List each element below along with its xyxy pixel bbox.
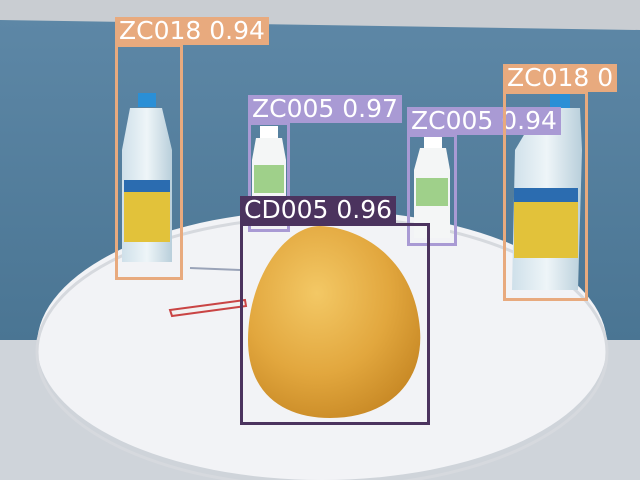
small-bottle-right — [414, 136, 450, 238]
detection-label: ZC005 0.94 — [407, 107, 561, 135]
table-mark — [189, 267, 241, 271]
pomelo-fruit — [248, 226, 421, 418]
detection-label: ZC018 0.94 — [115, 17, 269, 45]
pen — [168, 298, 248, 318]
detection-label: ZC018 0 — [503, 64, 618, 92]
water-bottle-left — [122, 93, 172, 262]
detection-box-cd005: CD005 0.96 — [240, 196, 430, 425]
detection-box-zc018-right: ZC018 0 — [503, 64, 618, 301]
detection-box-zc005-right: ZC005 0.94 — [407, 107, 561, 246]
water-bottle-right — [512, 94, 582, 290]
detection-box-zc005-left: ZC005 0.97 — [248, 95, 402, 232]
detection-label: CD005 0.96 — [240, 196, 397, 224]
detection-label: ZC005 0.97 — [248, 95, 402, 123]
detection-box-zc018-left: ZC018 0.94 — [115, 17, 269, 280]
